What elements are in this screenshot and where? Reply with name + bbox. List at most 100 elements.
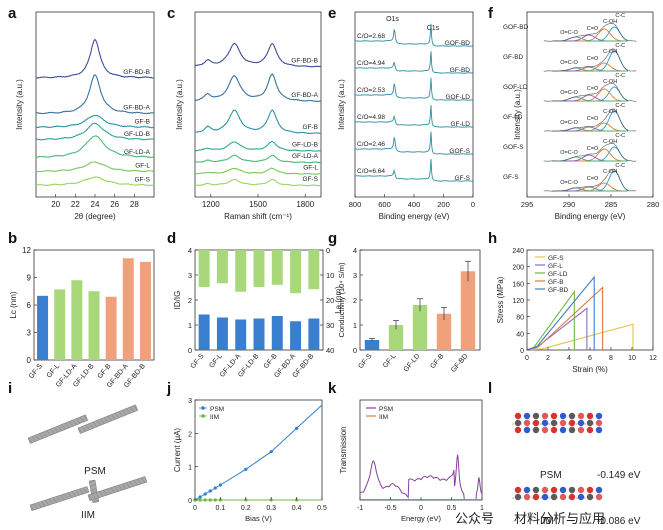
- ribbon-iim-1: [29, 486, 90, 511]
- series-label-e: GF-LD: [451, 121, 471, 128]
- bar-la-GF-LD-B: [253, 250, 265, 287]
- panel-label-g: g: [328, 230, 337, 247]
- x-tick-label-h: 8: [609, 355, 613, 362]
- atom: [568, 486, 576, 494]
- category-label-d: GF-S: [190, 353, 206, 371]
- xps-envelope-GF-LD: [543, 108, 637, 132]
- y-tick-label-d-left: 3: [188, 271, 192, 280]
- x-axis-label-j: Bias (V): [245, 514, 272, 523]
- x-axis-label-k: Energy (eV): [401, 514, 442, 523]
- x-tick-label-e: 400: [408, 200, 421, 209]
- raman-line-GF-S: [194, 178, 322, 187]
- component-label-f: C-OH: [603, 139, 617, 145]
- atom: [514, 493, 522, 501]
- xrd-line-GF-LD-B: [36, 122, 155, 141]
- atom: [559, 419, 567, 427]
- series-label-a: GF-BD-B: [123, 69, 150, 76]
- ribbon-hatch: [45, 499, 50, 506]
- component-label-f: C-C: [615, 103, 625, 109]
- component-label-f: C-OH: [603, 109, 617, 115]
- y-tick-label-b: 3: [27, 329, 32, 338]
- series-label-c: GF-BD-A: [291, 92, 318, 99]
- x-tick-label-a: 22: [71, 200, 80, 209]
- y-tick-label-g: 3: [353, 271, 357, 280]
- ribbon-hatch: [92, 421, 98, 427]
- bar-idig-GF-L: [216, 317, 228, 350]
- ribbon-hatch: [53, 427, 59, 433]
- x-tick-label-h: 4: [567, 355, 571, 362]
- y-tick-label-g: 2: [353, 296, 357, 305]
- atom: [550, 426, 558, 434]
- ribbon-psm-1: [27, 414, 88, 444]
- ribbon-hatch: [77, 427, 83, 433]
- x-tick-label-e: 600: [378, 200, 391, 209]
- x-tick-label-c: 1500: [249, 200, 267, 209]
- category-label-g: GF-S: [357, 353, 373, 371]
- ribbon-body: [77, 404, 138, 434]
- legend-label-h: GF-LD: [548, 271, 568, 278]
- series-label-a: GF-LD-A: [124, 149, 151, 156]
- watermark: 公众号 材料分析与应用: [455, 511, 605, 526]
- sample-label-f: GOF-LD: [503, 84, 528, 91]
- ribbon-hatch: [35, 434, 40, 440]
- iv-point-PSM: [213, 486, 217, 490]
- atom: [514, 486, 522, 494]
- energy-l-iim: -0.086 eV: [597, 516, 641, 527]
- series-label-c: GF-LD-B: [292, 141, 318, 148]
- xps-survey-GF-BD: [354, 51, 474, 74]
- xps-envelope-GOF-LD: [543, 82, 637, 102]
- watermark-right: 材料分析与应用: [514, 511, 605, 526]
- y-tick-label-b: 9: [27, 274, 32, 283]
- raman-line-GF-BD-A: [194, 73, 321, 102]
- y-tick-label-j: 1: [188, 465, 192, 472]
- bar-b-GF-BD-B: [139, 261, 151, 360]
- ribbon-psm-2: [77, 404, 138, 434]
- atom: [532, 419, 540, 427]
- xrd-line-GF-LD-A: [35, 135, 154, 159]
- ribbon-hatch: [64, 493, 69, 500]
- component-label-f: O=C-O: [560, 90, 578, 96]
- x-tick-label-c: 1800: [296, 200, 314, 209]
- ribbon-hatch: [81, 426, 86, 432]
- bar-b-GF-BD-A: [122, 258, 134, 360]
- series-label-a: GF-S: [134, 176, 150, 183]
- label-psm: PSM: [84, 466, 106, 477]
- x-tick-label-j: 0.1: [216, 505, 226, 512]
- y-tick-label-j: 0: [188, 498, 192, 505]
- x-tick-label-f: 295: [521, 200, 534, 209]
- x-tick-label-f: 285: [605, 200, 618, 209]
- iv-point-PSM: [244, 467, 248, 471]
- sample-label-f: GOF-BD: [503, 24, 529, 31]
- panel-label-i: i: [8, 380, 12, 397]
- y-tick-label-g: 4: [353, 246, 357, 255]
- panel-l-molecules: PSM -0.149 eV IIM -0.086 eV: [512, 412, 641, 527]
- series-label-e: GOF-BD: [445, 40, 471, 47]
- y-axis-label-g: Conductivity (10⁴ S/m): [337, 262, 346, 337]
- x-tick-label-c: 1200: [202, 200, 220, 209]
- x-tick-label-j: 0.5: [317, 505, 327, 512]
- ribbon-body: [27, 414, 88, 444]
- raman-line-GF-L: [194, 167, 322, 175]
- x-tick-label-h: 6: [588, 355, 592, 362]
- ribbon-hatch: [137, 478, 142, 485]
- x-tick-label-k: 0: [419, 505, 423, 512]
- stress-line-GF-S: [526, 323, 634, 351]
- panel-i-schematic: PSM IIM: [27, 404, 148, 521]
- sample-label-f: GF-S: [503, 174, 519, 181]
- bar-la-GF-BD-A: [290, 250, 302, 294]
- ribbon-hatch: [38, 433, 44, 439]
- y-tick-label-d-left: 1: [188, 321, 192, 330]
- x-tick-label-k: 1: [480, 505, 484, 512]
- xps-survey-GOF-S: [354, 131, 474, 155]
- category-label-g: GF-B: [429, 353, 445, 371]
- atom: [595, 493, 603, 501]
- y-axis-label-k: Transmission: [339, 426, 348, 473]
- component-label-f: O=C-O: [560, 150, 578, 156]
- ribbon-hatch: [141, 477, 146, 483]
- bar-la-GF-B: [271, 250, 283, 285]
- y-tick-label-h: 40: [516, 331, 524, 338]
- panel-letters: a b c d e f g h i j k l: [8, 5, 497, 397]
- ribbon-hatch: [90, 487, 97, 492]
- energy-l-psm: -0.149 eV: [597, 470, 641, 481]
